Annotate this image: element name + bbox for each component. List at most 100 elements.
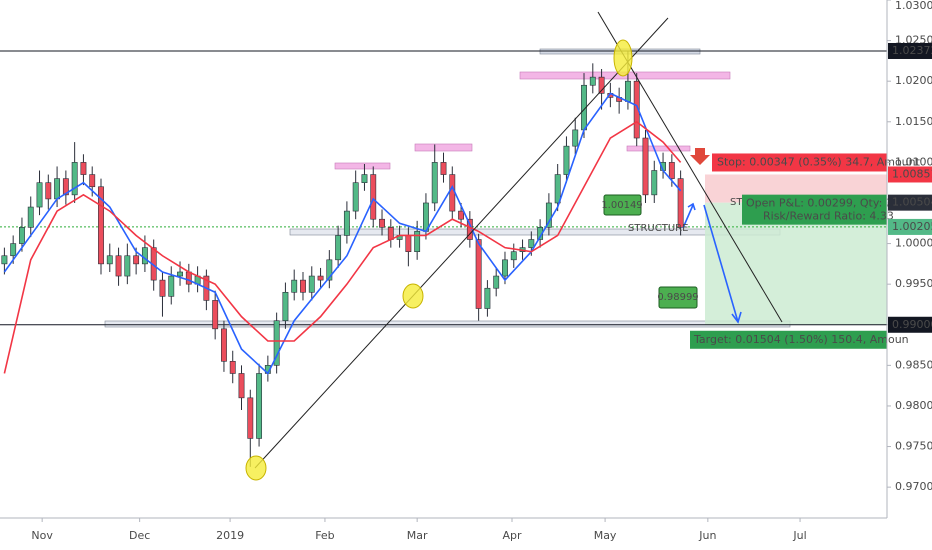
candle-body bbox=[115, 255, 122, 277]
arrowhead bbox=[731, 311, 742, 324]
candle-body bbox=[554, 174, 561, 204]
x-tick-label: Apr bbox=[502, 529, 522, 542]
price-label-box bbox=[888, 42, 932, 59]
candle-body bbox=[598, 76, 605, 94]
down-arrow bbox=[690, 148, 710, 165]
candle-body bbox=[335, 235, 342, 261]
x-tick-label: Mar bbox=[407, 529, 428, 542]
note-text: ST bbox=[730, 197, 743, 208]
x-tick-label: Nov bbox=[31, 529, 53, 542]
candle-body bbox=[273, 320, 280, 366]
candle-body bbox=[177, 271, 183, 277]
candle-body bbox=[642, 137, 649, 196]
highlight-circle bbox=[245, 455, 267, 481]
price-label-box bbox=[888, 218, 932, 235]
candle-body bbox=[484, 287, 491, 309]
candle-body bbox=[27, 206, 34, 228]
candle-body bbox=[502, 259, 508, 277]
candle-body bbox=[80, 162, 87, 175]
x-tick-label: Jul bbox=[792, 529, 806, 542]
candle-body bbox=[352, 182, 359, 212]
y-tick-label: 1.02000 bbox=[895, 74, 932, 87]
candle-body bbox=[458, 210, 464, 220]
plot bbox=[0, 50, 887, 467]
trend-line bbox=[254, 17, 669, 469]
stop-label: Stop: 0.00347 (0.35%) 34.7, Amount bbox=[717, 155, 921, 168]
candle-body bbox=[98, 186, 104, 265]
arrow bbox=[682, 204, 694, 229]
candle-body bbox=[651, 170, 658, 196]
candle-body bbox=[45, 182, 52, 200]
candle-body bbox=[282, 291, 289, 322]
note-text: 1.00149 bbox=[601, 200, 642, 211]
price-label: 1.00205 bbox=[892, 220, 932, 233]
candle-body bbox=[677, 178, 684, 228]
candle-body bbox=[106, 255, 113, 265]
pink-zone bbox=[626, 145, 691, 152]
candle-body bbox=[563, 145, 570, 175]
candle-body bbox=[510, 251, 517, 261]
candle-body bbox=[545, 202, 552, 228]
candle-body bbox=[589, 76, 596, 86]
price-label: 1.02372 bbox=[892, 44, 932, 57]
pnl-label: Open P&L: 0.00299, Qty: 2478 bbox=[746, 197, 914, 210]
pnl-label-box bbox=[742, 194, 887, 225]
candle-body bbox=[247, 397, 254, 439]
candle-body bbox=[229, 361, 236, 374]
candle-body bbox=[624, 80, 631, 102]
candle-body bbox=[256, 373, 263, 439]
candle-body bbox=[414, 231, 421, 252]
candle-body bbox=[19, 227, 25, 244]
x-tick-label: May bbox=[594, 529, 617, 542]
y-tick-label: 1.01500 bbox=[895, 115, 932, 128]
highlight-circle bbox=[613, 39, 633, 77]
note-box bbox=[603, 194, 642, 216]
candle-body bbox=[431, 162, 438, 204]
candle-body bbox=[308, 275, 315, 293]
candle-body bbox=[1, 255, 8, 265]
target-label: Target: 0.01504 (1.50%) 150.4, Amoun bbox=[693, 333, 909, 346]
candle-body bbox=[124, 255, 131, 277]
y-tick-label: 1.03000 bbox=[895, 0, 932, 12]
candle-body bbox=[572, 129, 579, 147]
candle-body bbox=[633, 80, 640, 139]
candle-body bbox=[343, 210, 350, 236]
candle-body bbox=[212, 300, 219, 330]
candle-body bbox=[326, 259, 333, 281]
pink-zone bbox=[414, 143, 473, 152]
x-tick-label: Feb bbox=[315, 529, 334, 542]
y-tick-label: 1.01000 bbox=[895, 155, 932, 168]
note-text: STRUCTURE bbox=[628, 223, 688, 234]
candle-body bbox=[387, 227, 394, 240]
note-text: 0.98999 bbox=[657, 292, 698, 303]
candle-body bbox=[133, 255, 140, 265]
x-tick-label: Dec bbox=[129, 529, 150, 542]
candle-body bbox=[10, 243, 17, 257]
arrow bbox=[703, 204, 739, 323]
candle-body bbox=[668, 162, 675, 179]
gray-zone bbox=[104, 320, 791, 328]
target-label-box bbox=[690, 330, 887, 349]
candle-body bbox=[185, 271, 192, 285]
highlight-circle bbox=[402, 283, 424, 309]
candle-body bbox=[141, 247, 148, 265]
candle-body bbox=[528, 239, 535, 248]
candle-body bbox=[475, 239, 482, 309]
drawings: 1.00149 0.98999 STRUCTURE ST Stop: 0.003… bbox=[245, 11, 921, 481]
pink-zone bbox=[334, 162, 391, 170]
candle-body bbox=[370, 174, 377, 220]
candle-body bbox=[449, 174, 456, 212]
candle-body bbox=[291, 279, 298, 293]
candle-body bbox=[238, 373, 245, 399]
price-label-box bbox=[888, 194, 932, 211]
moving-average bbox=[3, 120, 682, 374]
x-tick-label: Jun bbox=[698, 529, 716, 542]
y-tick-label: 0.97000 bbox=[895, 480, 932, 493]
